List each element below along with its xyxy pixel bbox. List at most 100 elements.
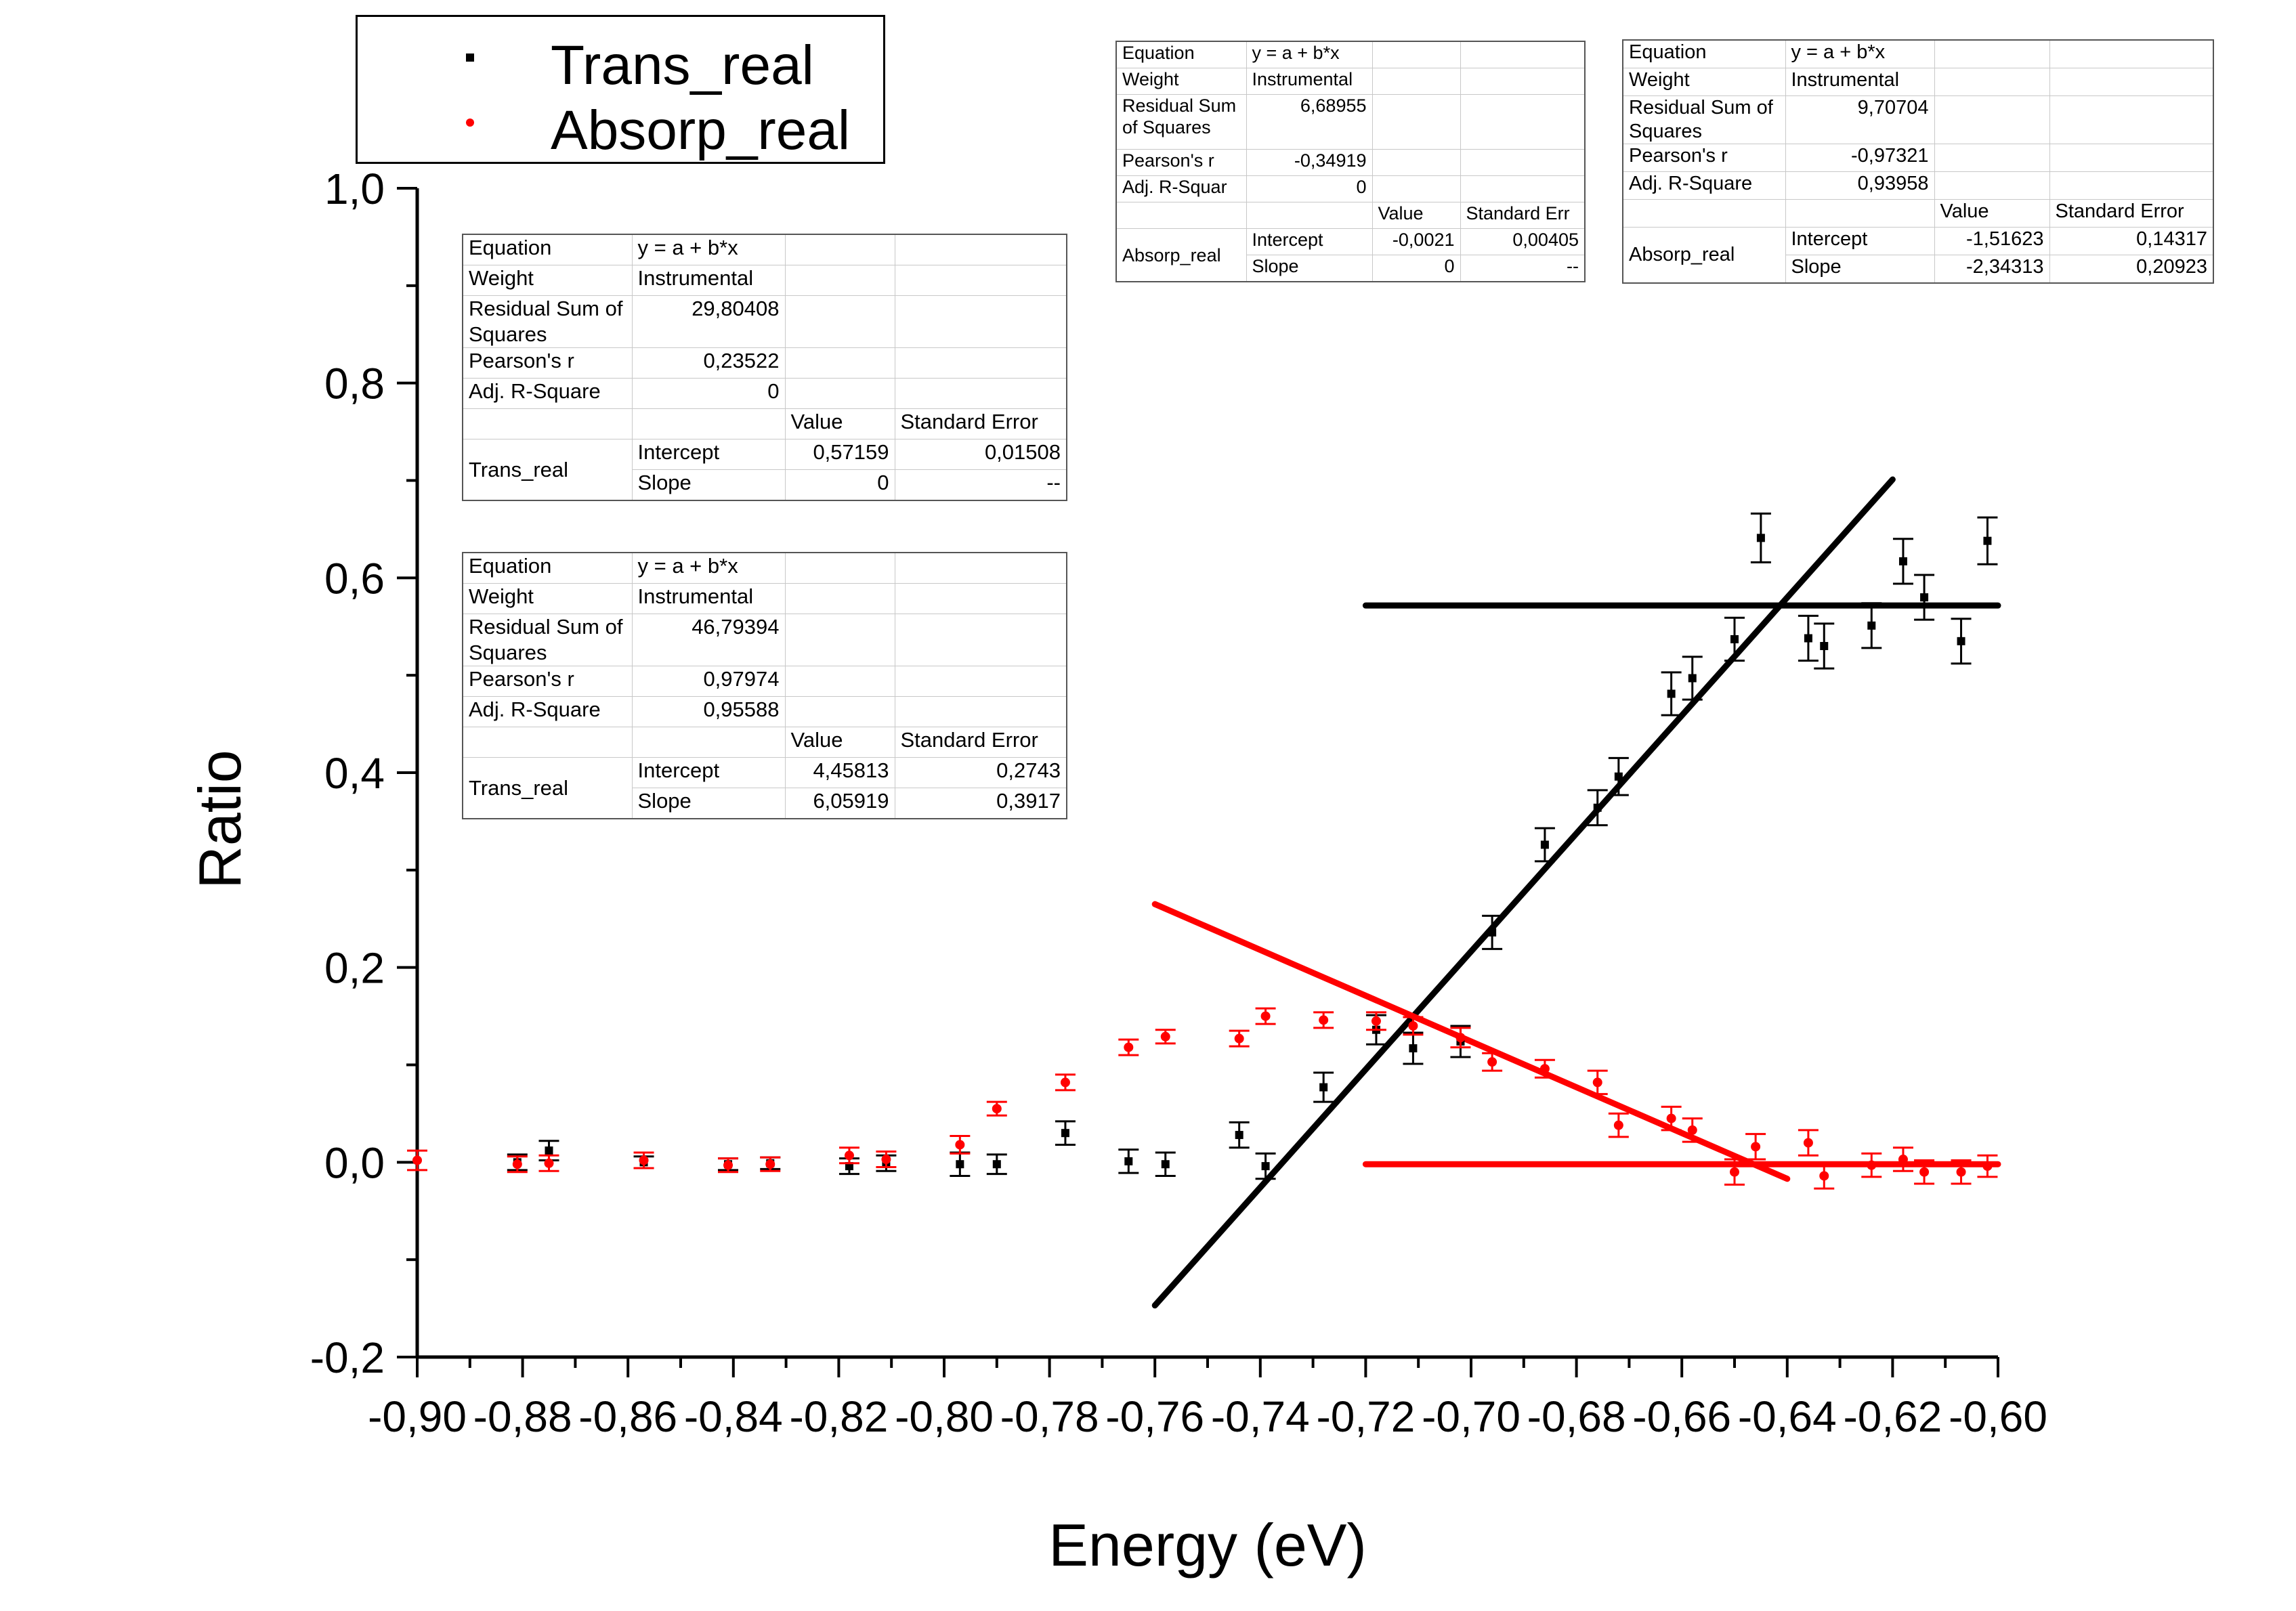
y-tick-label: -0,2 [310,1333,385,1382]
data-point [1756,534,1765,542]
data-point [1957,637,1965,645]
table-cell: Intercept [1246,228,1373,255]
table-cell: 4,45813 [784,757,895,788]
data-point [1160,1031,1170,1041]
data-point [1956,1167,1966,1177]
table-header: Standard Error [2049,199,2214,228]
x-tick-label: -0,86 [578,1392,677,1441]
x-tick-label: -0,70 [1422,1392,1521,1441]
table-cell: -0,97321 [1785,144,1935,172]
table-cell: Trans_real [462,757,633,819]
table-cell: Pearson's r [462,347,633,379]
table-cell: Slope [631,469,786,501]
table-cell: Slope [1246,255,1373,282]
data-point [1593,803,1602,812]
y-tick-label: 0,2 [324,944,385,993]
data-point [1234,1033,1244,1044]
x-tick-label: -0,72 [1316,1392,1415,1441]
data-point [1982,1161,1993,1172]
data-point [1803,1138,1813,1148]
legend-label: Absorp_real [551,100,851,161]
data-point [1667,689,1676,698]
table-cell: Slope [631,788,786,819]
data-point [1920,593,1929,602]
table-cell: 0,14317 [2049,227,2214,255]
data-points [407,512,1998,1190]
x-tick-label: -0,84 [684,1392,783,1441]
table-header: Value [1372,202,1461,229]
data-point [1666,1113,1676,1123]
table-cell: 0 [1372,255,1461,282]
y-tick-label: 1,0 [324,165,385,213]
table-cell: Adj. R-Squar [1115,175,1247,202]
data-point [1613,1120,1623,1130]
table-cell: Instrumental [1246,68,1373,95]
table-cell: Equation [1115,41,1247,68]
table-cell: 6,68955 [1246,94,1373,150]
data-point [1319,1083,1328,1092]
table-cell: Instrumental [631,583,786,614]
table-cell: Weight [462,265,633,296]
data-point [1488,928,1497,937]
x-tick-label: -0,76 [1105,1392,1204,1441]
data-point [1687,1125,1697,1135]
table-cell: Pearson's r [1622,144,1786,172]
table-cell: -0,0021 [1372,228,1461,255]
legend-label: Trans_real [551,35,814,96]
fit-line [1151,901,1791,1182]
table-header: Value [1934,199,2050,228]
x-tick-label: -0,80 [895,1392,994,1441]
table-cell: 9,70704 [1785,95,1935,144]
table-cell: -1,51623 [1934,227,2050,255]
table-cell: Residual Sum of Squares [462,614,633,666]
table-header: Standard Err [1460,202,1586,229]
table-cell: Equation [462,234,633,265]
table-cell: Intercept [1785,227,1935,255]
x-tick-label: -0,68 [1527,1392,1626,1441]
table-cell: Weight [1115,68,1247,95]
table-cell: -2,34313 [1934,255,2050,284]
data-point [1060,1077,1070,1088]
data-point [1260,1011,1271,1021]
y-tick-label: 0,6 [324,554,385,603]
table-cell: Instrumental [1785,68,1935,96]
table-cell: 6,05919 [784,788,895,819]
series-absorp-real [407,1007,1998,1190]
table-cell: 29,80408 [631,295,786,348]
table-cell: -- [1460,255,1586,282]
table-cell: Equation [1622,39,1786,68]
data-point [1487,1057,1497,1067]
table-cell: y = a + b*x [1785,39,1935,68]
table-cell: 0,20923 [2049,255,2214,284]
x-axis-label: Energy (eV) [1048,1511,1367,1578]
table-cell: -0,34919 [1246,149,1373,176]
table-cell: y = a + b*x [631,234,786,265]
data-point [1408,1021,1418,1031]
y-tick-label: 0,4 [324,749,385,798]
table-header: Value [784,408,895,439]
table-cell: 0,23522 [631,347,786,379]
table-header: Value [784,727,895,758]
table-cell: 0,00405 [1460,228,1586,255]
data-point [545,1146,553,1155]
table-cell: y = a + b*x [1246,41,1373,68]
data-point [1261,1162,1270,1171]
circle-marker-icon [466,119,474,127]
y-axis-label: Ratio [186,750,253,888]
table-cell: Adj. R-Square [462,696,633,727]
table-cell: 46,79394 [631,614,786,666]
data-point [639,1155,649,1165]
fit-lines [1151,476,2001,1309]
data-point [1235,1131,1243,1140]
table-cell: Adj. R-Square [462,378,633,409]
data-point [1614,772,1623,781]
data-point [1983,536,1992,545]
fit-line [1151,476,1896,1309]
data-point [512,1159,522,1169]
table-header: Standard Error [894,727,1067,758]
data-point [1898,1155,1908,1165]
table-header: Standard Error [894,408,1067,439]
table-cell: Intercept [631,757,786,788]
table-cell: 0,3917 [894,788,1067,819]
data-point [1539,1064,1550,1074]
